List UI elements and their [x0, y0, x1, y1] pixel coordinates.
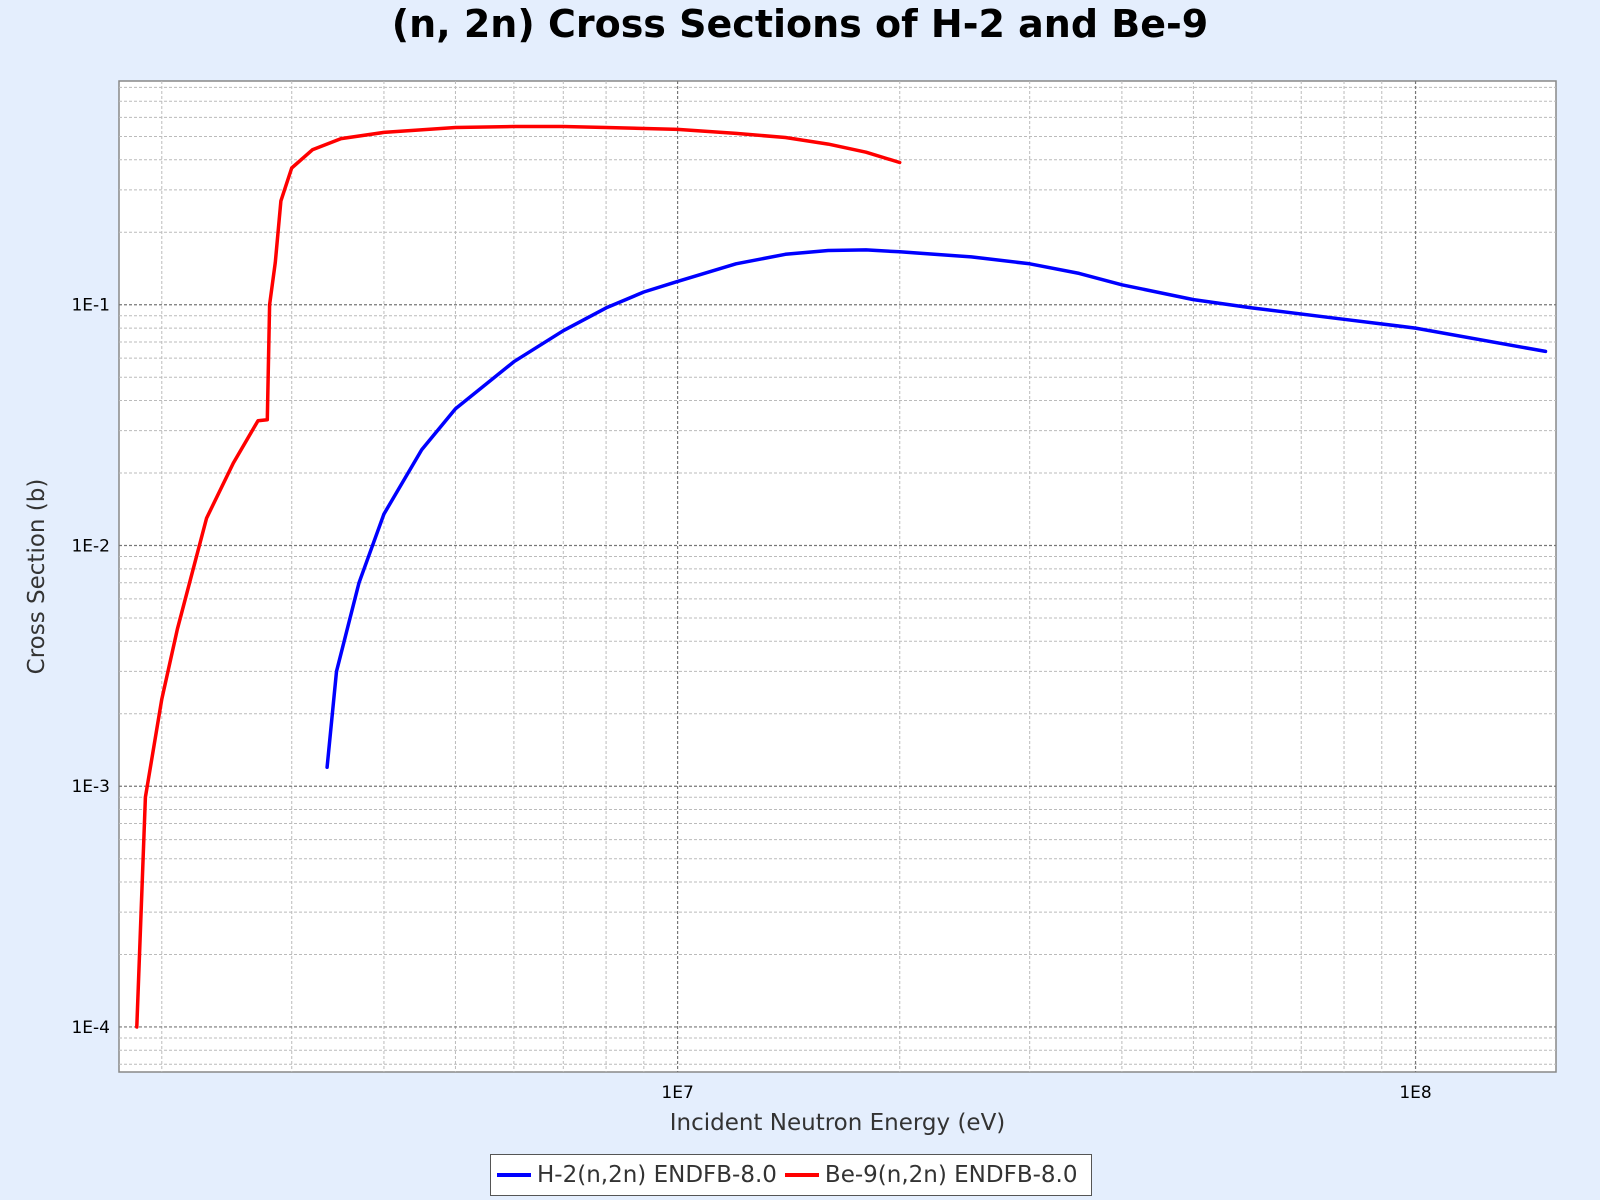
x-axis-label: Incident Neutron Energy (eV)	[670, 1110, 1006, 1136]
major-gridlines	[119, 81, 1556, 1072]
y-tick-label: 1E-4	[71, 1018, 110, 1038]
x-tick-labels: 1E7 1E8	[661, 1083, 1431, 1103]
legend-swatch-h2	[497, 1173, 531, 1177]
y-tick-labels: 1E-1 1E-2 1E-3 1E-4	[71, 296, 110, 1038]
series-line-be9	[135, 124, 902, 1029]
chart-title: (n, 2n) Cross Sections of H-2 and Be-9	[391, 2, 1209, 46]
y-tick-label: 1E-2	[71, 536, 110, 556]
legend-label-be9: Be-9(n,2n) ENDFB-8.0	[824, 1162, 1078, 1188]
y-tick-label: 1E-1	[71, 296, 110, 316]
legend-item-h2: H-2(n,2n) ENDFB-8.0	[497, 1162, 777, 1188]
legend: H-2(n,2n) ENDFB-8.0 Be-9(n,2n) ENDFB-8.0	[490, 1154, 1093, 1196]
legend-item-be9: Be-9(n,2n) ENDFB-8.0	[784, 1162, 1078, 1188]
series-line-h2	[325, 248, 1548, 769]
y-axis-label: Cross Section (b)	[24, 479, 50, 675]
y-tick-label: 1E-3	[71, 777, 110, 797]
series-layer	[135, 124, 1548, 1029]
legend-swatch-be9	[784, 1173, 819, 1177]
x-tick-label: 1E7	[661, 1083, 693, 1103]
minor-gridlines	[119, 81, 1556, 1072]
legend-label-h2: H-2(n,2n) ENDFB-8.0	[537, 1162, 777, 1188]
plot-area	[118, 80, 1557, 1073]
x-tick-label: 1E8	[1399, 1083, 1431, 1103]
